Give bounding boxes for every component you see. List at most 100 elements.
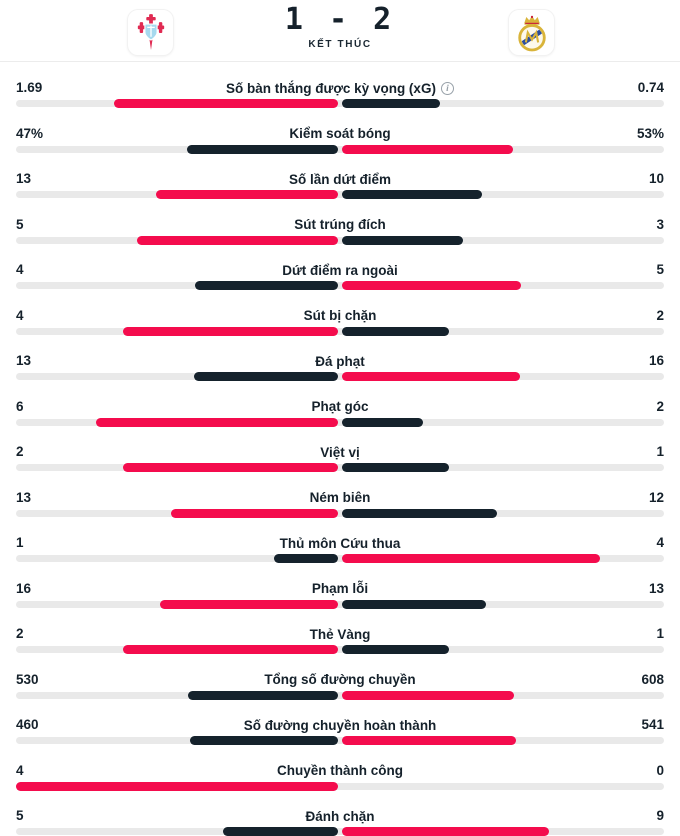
stat-label: Thẻ Vàng [309, 626, 371, 642]
stat-bar-track [16, 646, 664, 653]
stat-bar-track [16, 555, 664, 562]
stat-row-text: 16 Phạm lỗi i 13 [0, 581, 680, 597]
stat-bar-track [16, 782, 664, 790]
home-value: 4 [16, 762, 24, 778]
home-value: 460 [16, 717, 39, 732]
stat-bar-track [16, 327, 664, 335]
stat-label: Phạt góc [311, 399, 369, 414]
stat-bar [16, 235, 664, 245]
away-bar-fill [342, 645, 449, 654]
home-value: 1 [16, 535, 24, 550]
stat-row: 5 Sút trúng đích i 3 [0, 199, 680, 245]
stat-bar [16, 417, 664, 427]
home-value: 2 [16, 444, 24, 459]
stat-label: Sút bị chặn [303, 308, 377, 323]
stat-row-text: 13 Đá phạt i 16 [0, 353, 680, 369]
home-value: 6 [16, 398, 24, 414]
stat-label: Số đường chuyền hoàn thành [243, 717, 437, 733]
stat-bar-track [16, 145, 664, 153]
away-value: 1 [656, 626, 664, 641]
stat-row: 13 Đá phạt i 16 [0, 335, 680, 381]
stat-row-text: 13 Ném biên i 12 [0, 490, 680, 506]
stat-label: Chuyền thành công [277, 763, 403, 778]
stat-bar [16, 372, 664, 381]
home-bar-fill [123, 645, 338, 654]
stat-bar [16, 190, 664, 199]
home-value: 530 [16, 671, 39, 687]
stat-row-text: 13 Số lần dứt điểm i 10 [0, 171, 680, 187]
away-bar-fill [342, 417, 423, 427]
stat-row: 4 Sút bị chặn i 2 [0, 290, 680, 336]
stat-bar [16, 326, 664, 336]
home-value: 5 [16, 808, 24, 823]
away-value: 9 [656, 808, 664, 823]
stat-bar-track [16, 418, 664, 426]
away-bar-fill [342, 144, 513, 154]
away-bar-fill [342, 190, 482, 199]
stat-bar-track [16, 236, 664, 244]
stat-label: Số lần dứt điểm [288, 171, 392, 187]
away-bar-fill [342, 690, 514, 700]
stat-bar-track [16, 191, 664, 198]
away-bar-fill [342, 372, 520, 381]
info-icon[interactable]: i [440, 81, 454, 95]
away-value: 1 [656, 444, 664, 459]
stat-row: 16 Phạm lỗi i 13 [0, 563, 680, 609]
away-bar-fill [342, 508, 497, 518]
away-value: 13 [648, 580, 664, 596]
away-value: 10 [648, 171, 664, 186]
away-value: 4 [656, 535, 664, 550]
stat-row-text: 2 Việt vị i 1 [0, 444, 680, 460]
stat-bar [16, 508, 664, 518]
stat-row-text: 6 Phạt góc i 2 [0, 399, 680, 415]
away-bar-fill [342, 326, 449, 336]
away-value: 541 [641, 717, 664, 732]
away-value: 3 [656, 216, 664, 232]
stat-row-text: 4 Sút bị chặn i 2 [0, 308, 680, 324]
home-value: 13 [16, 353, 32, 368]
away-bar-fill [342, 99, 440, 108]
stat-bar-track [16, 509, 664, 517]
stat-row: 4 Dứt điểm ra ngoài i 5 [0, 244, 680, 290]
stat-label: Dứt điểm ra ngoài [282, 262, 398, 278]
stat-row-text: 1 Thủ môn Cứu thua i 4 [0, 535, 680, 551]
home-bar-fill [188, 690, 338, 700]
stat-bar-track [16, 373, 664, 380]
match-header: 1 - 2 KẾT THÚC [0, 0, 680, 62]
stat-row: 530 Tổng số đường chuyền i 608 [0, 654, 680, 700]
stat-bar [16, 827, 664, 836]
stat-label: Sút trúng đích [294, 217, 386, 232]
stat-bar [16, 599, 664, 609]
stats-list: 1.69 Số bàn thắng được kỳ vọng (xG) i 0.… [0, 62, 680, 836]
away-value: 608 [641, 671, 664, 687]
stat-bar [16, 281, 664, 290]
away-team-logo[interactable] [508, 9, 555, 56]
away-bar-fill [342, 736, 516, 745]
home-bar-fill [123, 326, 338, 336]
away-bar-fill [342, 827, 549, 836]
stat-label: Việt vị [320, 444, 360, 460]
stat-row: 4 Chuyền thành công i 0 [0, 745, 680, 791]
stat-bar [16, 144, 664, 154]
stat-label: Thủ môn Cứu thua [279, 535, 401, 551]
home-value: 16 [16, 580, 32, 596]
stat-row-text: 2 Thẻ Vàng i 1 [0, 626, 680, 642]
away-bar-fill [342, 235, 463, 245]
away-bar-fill [342, 463, 449, 472]
stat-bar [16, 690, 664, 700]
stat-bar-track [16, 100, 664, 107]
away-value: 53% [636, 125, 664, 141]
stat-row: 13 Số lần dứt điểm i 10 [0, 153, 680, 199]
stat-row: 2 Thẻ Vàng i 1 [0, 608, 680, 654]
home-value: 5 [16, 216, 24, 232]
stat-row: 2 Việt vị i 1 [0, 426, 680, 472]
match-status: KẾT THÚC [308, 39, 372, 50]
home-bar-fill [156, 190, 338, 199]
stat-label: Đánh chặn [305, 808, 375, 824]
stat-bar-track [16, 691, 664, 699]
stat-row: 460 Số đường chuyền hoàn thành i 541 [0, 699, 680, 745]
home-value: 4 [16, 262, 24, 277]
away-value: 2 [656, 398, 664, 414]
home-bar-fill [114, 99, 338, 108]
home-team-logo[interactable] [127, 9, 174, 56]
